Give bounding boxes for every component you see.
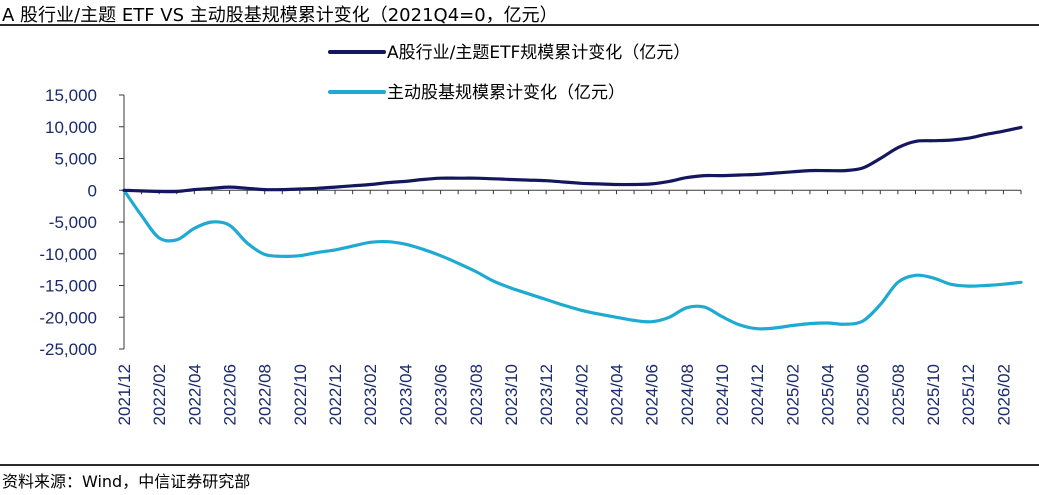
chart-series [122,125,1023,331]
x-tick-label: 2024/02 [572,364,591,425]
x-tick-label: 2025/02 [783,364,802,425]
x-tick-label: 2023/06 [432,364,451,425]
x-tick-label: 2023/02 [361,364,380,425]
x-tick-label: 2025/08 [889,364,908,425]
legend-label: A股行业/主题ETF规模累计变化（亿元） [387,43,690,63]
legend-label: 主动股基规模累计变化（亿元） [387,83,625,103]
x-tick-label: 2024/06 [643,364,662,425]
y-tick-label: -5,000 [49,213,97,232]
y-tick-label: 5,000 [54,150,97,169]
x-tick-label: 2023/12 [537,364,556,425]
x-tick-label: 2022/08 [256,364,275,425]
x-tick-label: 2024/08 [678,364,697,425]
x-tick-label: 2024/04 [607,364,626,425]
chart-title: A 股行业/主题 ETF VS 主动股基规模累计变化（2021Q4=0，亿元） [2,5,558,26]
title-rule [0,24,1039,26]
x-tick-label: 2024/10 [713,364,732,425]
x-tick-label: 2022/10 [291,364,310,425]
x-tick-label: 2025/06 [854,364,873,425]
x-tick-label: 2025/12 [959,364,978,425]
x-tick-label: 2025/04 [819,364,838,425]
x-tick-label: 2022/06 [221,364,240,425]
series-line-etf [122,125,1023,194]
series-line-active-fund [122,188,1023,331]
x-tick-label: 2022/02 [150,364,169,425]
x-tick-label: 2026/02 [994,364,1013,425]
y-tick-label: -10,000 [39,245,97,264]
x-tick-label: 2023/10 [502,364,521,425]
x-tick-label: 2024/12 [748,364,767,425]
y-tick-label: -25,000 [39,340,97,359]
y-tick-label: 10,000 [45,118,97,137]
y-axis: 15,000 10,000 5,000 0 -5,000 -10,000 -15,000 -2… [39,86,125,359]
x-tick-label: 2023/08 [467,364,486,425]
x-tick-label: 2022/04 [185,364,204,425]
source-rule [0,464,1039,466]
chart-legend: A股行业/主题ETF规模累计变化（亿元） 主动股基规模累计变化（亿元） [328,43,690,103]
x-tick-label: 2021/12 [115,364,134,425]
x-tick-label: 2025/10 [924,364,943,425]
y-tick-label: -15,000 [39,277,97,296]
y-tick-label: -20,000 [39,308,97,327]
x-axis: 2021/12 2022/02 2022/04 2022/06 2022/08 2022/… [115,189,1022,425]
y-tick-label: 15,000 [45,86,97,105]
x-tick-label: 2023/04 [396,364,415,425]
y-tick-label: 0 [88,181,97,200]
source-note: 资料来源：Wind，中信证券研究部 [2,472,251,491]
x-tick-label: 2022/12 [326,364,345,425]
